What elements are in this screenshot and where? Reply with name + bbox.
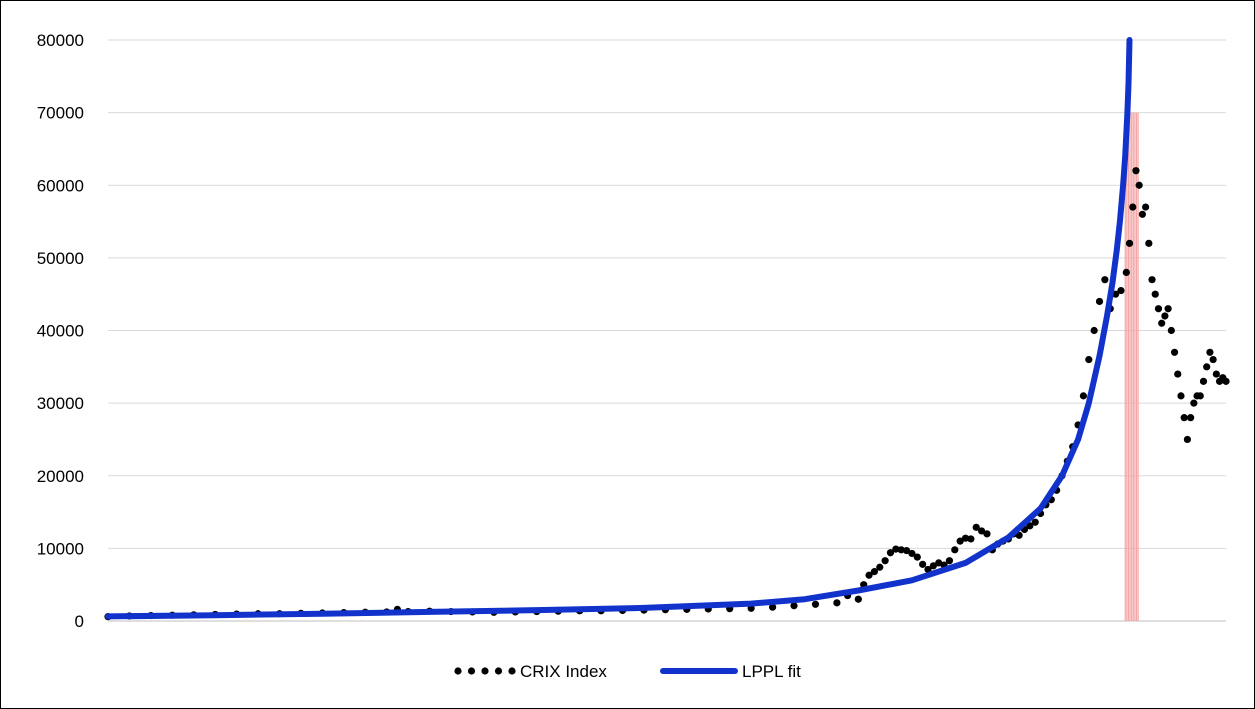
crix-index-point <box>892 545 900 553</box>
crix-index-point <box>1187 414 1195 422</box>
crix-index-point <box>1203 363 1211 371</box>
crix-index-point <box>1145 239 1153 247</box>
crix-index-point <box>1151 290 1159 298</box>
crix-index-point <box>854 595 862 603</box>
crix-index-point <box>881 557 889 565</box>
crix-index-point <box>1199 377 1208 385</box>
crix-index-point <box>1142 203 1150 211</box>
crix-index-point <box>1117 286 1125 295</box>
y-tick-label: 80000 <box>37 31 84 50</box>
crix-index-point <box>961 534 970 542</box>
y-tick-label: 40000 <box>37 322 84 341</box>
crix-index-point <box>1164 305 1172 313</box>
crix-index-point <box>1177 392 1185 400</box>
crix-index-point <box>768 603 777 611</box>
crix-index-point <box>1161 312 1169 320</box>
critical-time-band <box>1124 112 1139 621</box>
legend-swatch-crix-index <box>454 667 516 675</box>
crix-index-point <box>908 549 916 558</box>
crix-index-point <box>1101 276 1109 284</box>
legend-label-lppl-fit: LPPL fit <box>742 662 801 681</box>
legend-item-lppl-fit: LPPL fit <box>660 662 801 681</box>
crix-index-point <box>1154 305 1163 313</box>
crix-index-point <box>865 571 873 579</box>
crix-index-point <box>811 600 820 608</box>
crix-index-point <box>983 530 991 538</box>
crix-index-point <box>1222 377 1230 385</box>
crix-index-point <box>1135 181 1143 189</box>
crix-index-point <box>1090 326 1098 335</box>
crix-index-point <box>913 553 921 561</box>
crix-index-point <box>897 546 905 554</box>
legend-swatch-dot <box>508 667 516 675</box>
crix-index-series <box>104 167 1230 621</box>
y-tick-label: 0 <box>75 612 84 631</box>
crix-index-point <box>902 546 911 555</box>
y-tick-label: 10000 <box>37 539 84 558</box>
crix-index-point <box>1122 268 1130 276</box>
y-tick-label: 60000 <box>37 176 84 195</box>
lppl-fit-series <box>105 37 1133 620</box>
legend: CRIX Index LPPL fit <box>454 662 801 681</box>
crix-index-point <box>1138 210 1146 218</box>
y-tick-label: 70000 <box>37 104 84 123</box>
crix-index-point <box>1183 435 1192 444</box>
crix-index-point <box>1206 348 1214 356</box>
crix-index-point <box>1015 531 1023 539</box>
y-tick-label: 20000 <box>37 467 84 486</box>
legend-swatch-dot <box>467 667 476 675</box>
lppl-fit-line <box>105 37 1133 620</box>
legend-label-crix-index: CRIX Index <box>520 662 607 681</box>
crix-index-point <box>1167 326 1175 335</box>
crix-index-point <box>1085 355 1093 364</box>
crix-index-point <box>1079 392 1088 400</box>
y-tick-label: 50000 <box>37 249 84 268</box>
crix-index-point <box>1026 522 1034 530</box>
crix-index-point <box>956 537 964 545</box>
y-tick-label: 30000 <box>37 394 84 413</box>
crix-index-point <box>967 535 975 543</box>
crix-index-point <box>1180 414 1188 422</box>
crix-index-point <box>1158 319 1166 327</box>
crix-index-point <box>1095 297 1104 306</box>
crix-index-point <box>1212 370 1220 378</box>
crix-index-point <box>1196 392 1204 400</box>
crix-index-point <box>929 562 937 570</box>
crix-index-point <box>924 565 932 574</box>
crix-index-point <box>1132 167 1140 175</box>
crix-index-point <box>886 549 895 557</box>
crix-index-point <box>1148 276 1156 284</box>
crix-index-point <box>1190 399 1198 407</box>
crix-index-point <box>876 563 884 571</box>
crix-index-point <box>870 568 879 576</box>
crix-index-point <box>833 599 841 607</box>
legend-item-crix-index: CRIX Index <box>454 662 607 681</box>
y-axis-tick-labels: 0 10000 20000 30000 40000 50000 60000 70000 8000… <box>37 31 84 631</box>
legend-swatch-dot <box>454 667 462 675</box>
crix-index-point <box>1209 355 1217 364</box>
legend-swatch-dot <box>494 667 503 675</box>
crix-index-point <box>1170 348 1179 356</box>
crix-index-point <box>945 557 954 565</box>
crix-index-point <box>1174 370 1182 378</box>
crix-index-point <box>951 546 959 554</box>
crix-index-point <box>972 523 980 531</box>
crix-index-point <box>978 527 986 535</box>
crix-index-point <box>790 602 798 610</box>
crix-index-point <box>1125 239 1134 247</box>
crix-index-point <box>919 560 927 568</box>
crix-index-point <box>1031 518 1039 526</box>
legend-swatch-dot <box>481 667 489 675</box>
crix-index-point <box>1129 203 1137 211</box>
gridlines <box>108 39 1226 622</box>
